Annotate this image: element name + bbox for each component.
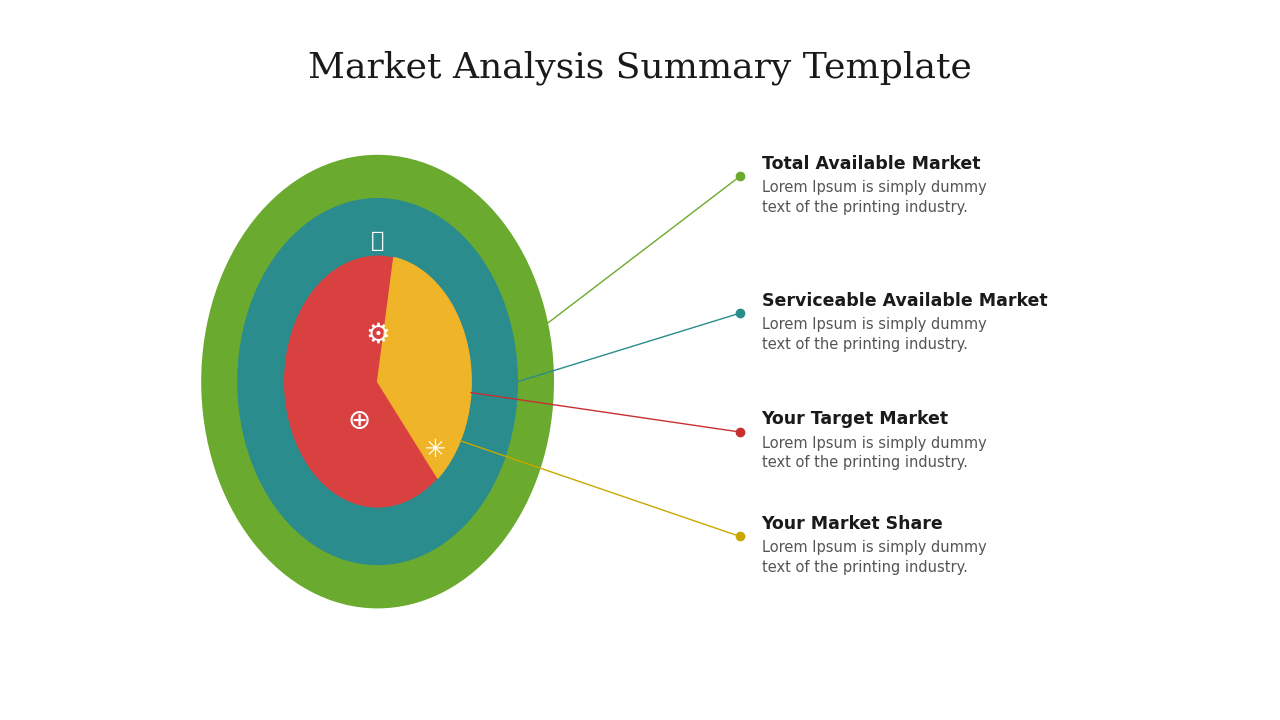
Text: Lorem Ipsum is simply dummy
text of the printing industry.: Lorem Ipsum is simply dummy text of the … bbox=[762, 540, 987, 575]
Text: Lorem Ipsum is simply dummy
text of the printing industry.: Lorem Ipsum is simply dummy text of the … bbox=[762, 317, 987, 351]
Text: Total Available Market: Total Available Market bbox=[762, 155, 980, 173]
Polygon shape bbox=[378, 258, 471, 478]
Text: ⚙: ⚙ bbox=[365, 321, 390, 348]
Ellipse shape bbox=[237, 198, 518, 565]
Text: Market Analysis Summary Template: Market Analysis Summary Template bbox=[308, 50, 972, 85]
Ellipse shape bbox=[284, 256, 471, 508]
Text: ⊕: ⊕ bbox=[348, 408, 371, 435]
Text: 📣: 📣 bbox=[371, 231, 384, 251]
Text: Lorem Ipsum is simply dummy
text of the printing industry.: Lorem Ipsum is simply dummy text of the … bbox=[762, 180, 987, 215]
Text: Your Market Share: Your Market Share bbox=[762, 515, 943, 533]
Text: Lorem Ipsum is simply dummy
text of the printing industry.: Lorem Ipsum is simply dummy text of the … bbox=[762, 436, 987, 470]
Text: Your Target Market: Your Target Market bbox=[762, 410, 948, 428]
Ellipse shape bbox=[201, 155, 554, 608]
Text: Serviceable Available Market: Serviceable Available Market bbox=[762, 292, 1047, 310]
Text: ✳: ✳ bbox=[425, 438, 445, 462]
